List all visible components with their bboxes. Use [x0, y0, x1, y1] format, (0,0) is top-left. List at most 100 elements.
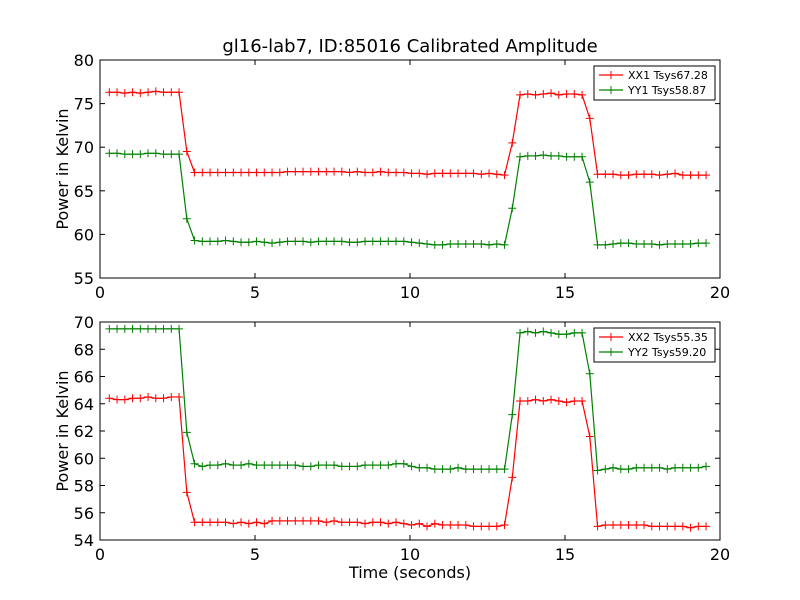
- data-point: [353, 167, 362, 176]
- data-point: [663, 170, 672, 179]
- data-point: [454, 169, 463, 178]
- data-point: [578, 152, 587, 161]
- data-point: [275, 516, 284, 525]
- data-point: [570, 397, 579, 406]
- data-point: [182, 147, 191, 156]
- data-point: [492, 522, 501, 531]
- legend: XX2 Tsys55.35 YY2 Tsys59.20: [593, 327, 716, 363]
- data-point: [105, 88, 114, 97]
- data-point: [299, 516, 308, 525]
- data-point: [663, 239, 672, 248]
- data-point: [306, 167, 315, 176]
- data-point: [136, 150, 145, 159]
- data-point: [647, 170, 656, 179]
- data-point: [175, 88, 184, 97]
- data-point: [260, 238, 269, 247]
- data-point: [136, 394, 145, 403]
- data-point: [330, 516, 339, 525]
- data-point: [423, 239, 432, 248]
- data-point: [175, 324, 184, 333]
- data-point: [632, 170, 641, 179]
- data-point: [593, 240, 602, 249]
- data-point: [260, 519, 269, 528]
- data-point: [283, 461, 292, 470]
- data-point: [244, 459, 253, 468]
- data-point: [640, 239, 649, 248]
- data-point: [268, 516, 277, 525]
- data-point: [314, 516, 323, 525]
- x-tick-label: 5: [250, 283, 260, 302]
- data-point: [570, 90, 579, 99]
- data-point: [368, 168, 377, 177]
- data-point: [275, 461, 284, 470]
- data-point: [268, 239, 277, 248]
- data-point: [523, 151, 532, 160]
- data-point: [469, 522, 478, 531]
- data-point: [454, 521, 463, 530]
- data-point: [578, 397, 587, 406]
- data-point: [415, 463, 424, 472]
- data-point: [252, 518, 261, 527]
- data-point: [330, 461, 339, 470]
- data-point: [423, 522, 432, 531]
- data-point: [376, 518, 385, 527]
- data-point: [492, 465, 501, 474]
- data-point: [322, 461, 331, 470]
- data-point: [306, 238, 315, 247]
- data-point: [585, 432, 594, 441]
- data-point: [547, 395, 556, 404]
- data-point: [624, 465, 633, 474]
- data-point: [554, 151, 563, 160]
- data-point: [407, 521, 416, 530]
- data-point: [221, 168, 230, 177]
- data-point: [159, 88, 168, 97]
- data-point: [299, 462, 308, 471]
- data-point: [531, 328, 540, 337]
- data-point: [105, 149, 114, 158]
- data-point: [678, 522, 687, 531]
- data-point: [361, 519, 370, 528]
- data-point: [268, 168, 277, 177]
- data-point: [306, 462, 315, 471]
- data-point: [702, 239, 711, 248]
- data-point: [485, 465, 494, 474]
- data-point: [616, 239, 625, 248]
- data-point: [198, 168, 207, 177]
- data-point: [144, 149, 153, 158]
- data-point: [508, 204, 517, 213]
- data-point: [562, 330, 571, 339]
- data-point: [167, 392, 176, 401]
- data-point: [237, 518, 246, 527]
- data-point: [345, 462, 354, 471]
- data-point: [252, 237, 261, 246]
- data-point: [593, 170, 602, 179]
- data-point: [151, 87, 160, 96]
- data-point: [632, 521, 641, 530]
- data-point: [686, 523, 695, 532]
- x-tick-label: 10: [400, 283, 420, 302]
- data-point: [554, 397, 563, 406]
- data-point: [647, 463, 656, 472]
- data-point: [368, 518, 377, 527]
- legend: XX1 Tsys67.28 YY1 Tsys58.87: [593, 65, 716, 101]
- y-axis-label: Power in Kelvin: [53, 108, 72, 229]
- data-point: [345, 238, 354, 247]
- data-point: [686, 463, 695, 472]
- data-point: [547, 328, 556, 337]
- data-point: [120, 395, 129, 404]
- data-point: [601, 170, 610, 179]
- data-point: [283, 237, 292, 246]
- data-point: [632, 463, 641, 472]
- data-point: [252, 168, 261, 177]
- data-point: [221, 459, 230, 468]
- y-tick-label: 60: [74, 225, 94, 244]
- data-point: [244, 168, 253, 177]
- data-point: [686, 171, 695, 180]
- data-point: [314, 461, 323, 470]
- data-point: [616, 465, 625, 474]
- data-point: [392, 518, 401, 527]
- data-point: [609, 463, 618, 472]
- data-point: [632, 239, 641, 248]
- data-point: [585, 114, 594, 123]
